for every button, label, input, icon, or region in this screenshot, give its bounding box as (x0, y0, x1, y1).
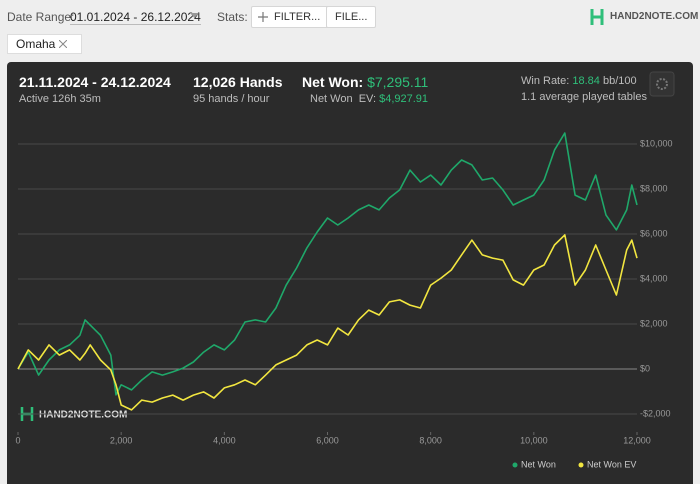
x-tick-label: 4,000 (213, 435, 236, 445)
filter-tag[interactable]: Omaha (7, 34, 83, 54)
logo-icon (590, 9, 604, 25)
y-tick-label: $0 (640, 363, 650, 373)
win-rate-unit: bb/100 (602, 75, 637, 87)
legend-marker (512, 462, 518, 468)
y-tick-label: $10,000 (640, 138, 673, 148)
filter-tag-text: Omaha (16, 37, 56, 51)
watermark: HAND2NOTE.COM (39, 410, 127, 421)
x-tick-label: 12,000 (623, 435, 651, 445)
file-button[interactable]: FILE... (326, 6, 377, 28)
x-tick-label: 0 (15, 435, 20, 445)
logo: HAND2NOTE.COM (610, 11, 699, 22)
x-tick-label: 10,000 (520, 435, 548, 445)
y-tick-label: $6,000 (640, 228, 668, 238)
net-won-ev: $4,927.91 (379, 93, 429, 105)
x-tick-label: 8,000 (419, 435, 442, 445)
filter-button-text: FILTER... (274, 11, 321, 23)
close-icon[interactable] (59, 40, 67, 48)
y-tick-label: $8,000 (640, 183, 668, 193)
chart: HAND2NOTE.COM -$2,000 $0 $2,000 $4,000 $6,00… (15, 71, 675, 469)
file-button-text: FILE... (335, 11, 368, 23)
tables: 1.1 average played tables (521, 91, 647, 103)
date-range[interactable]: 01.01.2024 - 26.12.2024 (70, 10, 201, 25)
y-tick-label: $4,000 (640, 273, 668, 283)
y-tick-label: -$2,000 (640, 408, 671, 418)
legend-label: Net Won EV (587, 459, 636, 469)
win-rate-label: Win Rate: (521, 75, 570, 87)
series-line (17, 234, 638, 411)
x-tick-label: 6,000 (316, 435, 339, 445)
dropdown-arrow[interactable] (190, 13, 199, 19)
active-time: Active 126h 35m (19, 93, 101, 105)
legend-marker (578, 462, 584, 468)
stats-label: Stats: (217, 10, 248, 24)
settings-button[interactable] (649, 71, 675, 97)
legend-label: Net Won (521, 459, 556, 469)
net-won-ev-label: Net Won EV: (310, 93, 377, 105)
chart-panel: HAND2NOTE.COM -$2,000 $0 $2,000 $4,000 $6,00… (7, 62, 693, 484)
y-tick-label: $2,000 (640, 318, 668, 328)
net-won: $7,295.11 (367, 74, 429, 90)
period: 21.11.2024 - 24.12.2024 (19, 74, 171, 90)
hands: 12,026 Hands (193, 74, 283, 90)
x-tick-label: 2,000 (110, 435, 133, 445)
net-won-label: Net Won: (302, 74, 364, 90)
hands-rate: 95 hands / hour (193, 93, 270, 105)
filter-button[interactable]: FILTER... (251, 6, 330, 28)
win-rate: 18.84 (572, 75, 600, 87)
plus-icon (258, 12, 268, 22)
gear-icon (656, 78, 668, 90)
date-range-label: Date Range: (7, 10, 75, 24)
